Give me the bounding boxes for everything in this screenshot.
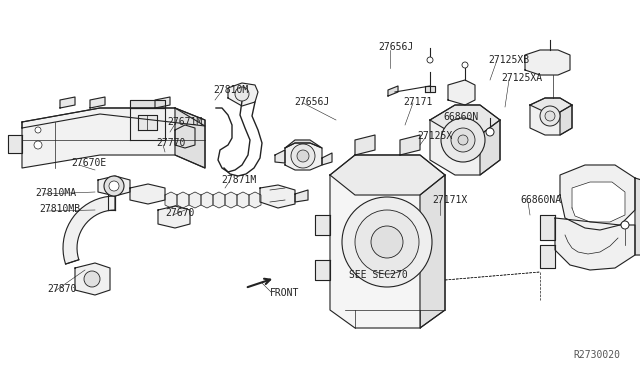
Circle shape xyxy=(291,144,315,168)
Polygon shape xyxy=(175,108,205,168)
Circle shape xyxy=(486,128,494,136)
Polygon shape xyxy=(315,260,330,280)
Polygon shape xyxy=(572,182,625,222)
Polygon shape xyxy=(90,97,105,108)
Polygon shape xyxy=(420,175,445,328)
Polygon shape xyxy=(98,176,130,196)
Text: FRONT: FRONT xyxy=(270,288,300,298)
Circle shape xyxy=(458,135,468,145)
Polygon shape xyxy=(175,125,195,148)
Polygon shape xyxy=(560,165,635,230)
Polygon shape xyxy=(322,153,332,165)
Text: 27125XB: 27125XB xyxy=(488,55,529,65)
Polygon shape xyxy=(480,120,500,175)
Polygon shape xyxy=(158,206,190,228)
Text: 27770: 27770 xyxy=(156,138,186,148)
Polygon shape xyxy=(525,50,570,75)
Text: R2730020: R2730020 xyxy=(573,350,620,360)
Polygon shape xyxy=(400,135,420,155)
Text: 27810M: 27810M xyxy=(213,85,248,95)
Polygon shape xyxy=(237,192,249,208)
Polygon shape xyxy=(63,196,115,264)
Polygon shape xyxy=(213,192,225,208)
Circle shape xyxy=(540,106,560,126)
Polygon shape xyxy=(177,192,189,208)
Polygon shape xyxy=(249,192,261,208)
Polygon shape xyxy=(285,143,322,170)
Polygon shape xyxy=(355,135,375,155)
Polygon shape xyxy=(330,155,445,328)
Polygon shape xyxy=(22,108,205,128)
Polygon shape xyxy=(275,150,285,163)
Polygon shape xyxy=(189,192,201,208)
Polygon shape xyxy=(295,190,308,202)
Circle shape xyxy=(109,181,119,191)
Polygon shape xyxy=(155,97,170,108)
Circle shape xyxy=(297,150,309,162)
Polygon shape xyxy=(448,80,475,105)
Circle shape xyxy=(342,197,432,287)
Polygon shape xyxy=(225,192,237,208)
Text: 27870: 27870 xyxy=(47,284,76,294)
Polygon shape xyxy=(8,135,22,153)
Polygon shape xyxy=(75,263,110,295)
Polygon shape xyxy=(285,140,322,148)
Polygon shape xyxy=(530,98,572,112)
Polygon shape xyxy=(130,184,165,204)
Text: 27171X: 27171X xyxy=(432,195,467,205)
Polygon shape xyxy=(228,83,258,106)
Circle shape xyxy=(441,118,485,162)
Text: 66860NA: 66860NA xyxy=(520,195,561,205)
Polygon shape xyxy=(430,105,500,135)
Polygon shape xyxy=(130,100,165,108)
Text: 27656J: 27656J xyxy=(378,42,413,52)
Circle shape xyxy=(371,226,403,258)
Text: 27670: 27670 xyxy=(165,208,195,218)
Polygon shape xyxy=(130,108,165,140)
Polygon shape xyxy=(388,86,398,96)
Text: 27656J: 27656J xyxy=(294,97,329,107)
Circle shape xyxy=(621,221,629,229)
Polygon shape xyxy=(201,192,213,208)
Text: 27125X: 27125X xyxy=(417,131,452,141)
Text: 27871M: 27871M xyxy=(221,175,256,185)
Polygon shape xyxy=(330,155,445,195)
Polygon shape xyxy=(425,86,435,92)
Polygon shape xyxy=(560,105,572,135)
Text: 27670E: 27670E xyxy=(71,158,106,168)
Text: 27671M: 27671M xyxy=(167,117,202,127)
Polygon shape xyxy=(138,115,157,130)
Circle shape xyxy=(235,87,249,101)
Polygon shape xyxy=(165,192,177,208)
Text: 66860N: 66860N xyxy=(443,112,478,122)
Circle shape xyxy=(355,210,419,274)
Text: 27810MB: 27810MB xyxy=(39,204,80,214)
Circle shape xyxy=(34,141,42,149)
Text: 27171: 27171 xyxy=(403,97,433,107)
Circle shape xyxy=(84,271,100,287)
Polygon shape xyxy=(315,215,330,235)
Polygon shape xyxy=(260,185,295,208)
Polygon shape xyxy=(530,98,572,135)
Text: SEE SEC270: SEE SEC270 xyxy=(349,270,408,280)
Polygon shape xyxy=(60,97,75,108)
Polygon shape xyxy=(540,215,555,240)
Circle shape xyxy=(104,176,124,196)
Polygon shape xyxy=(635,178,640,255)
Circle shape xyxy=(427,57,433,63)
Polygon shape xyxy=(430,105,500,175)
Text: 27810MA: 27810MA xyxy=(35,188,76,198)
Text: 27125XA: 27125XA xyxy=(501,73,542,83)
Polygon shape xyxy=(540,245,555,268)
Polygon shape xyxy=(22,108,205,168)
Polygon shape xyxy=(555,218,635,270)
Circle shape xyxy=(545,111,555,121)
Circle shape xyxy=(451,128,475,152)
Circle shape xyxy=(35,127,41,133)
Circle shape xyxy=(462,62,468,68)
